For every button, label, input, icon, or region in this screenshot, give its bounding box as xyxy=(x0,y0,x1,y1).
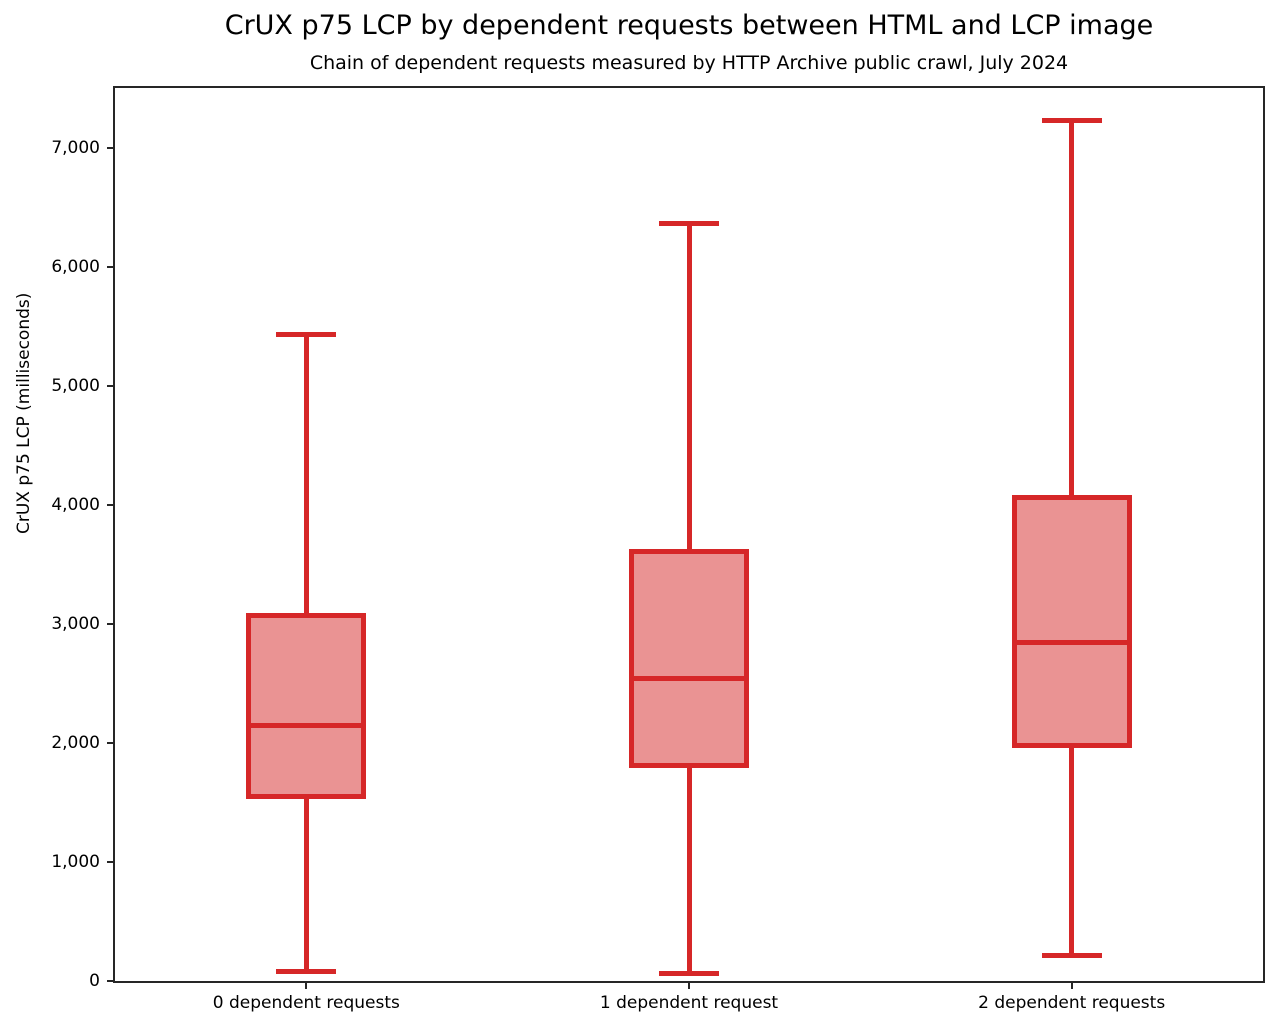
y-tick-label: 1,000 xyxy=(51,851,100,872)
iqr-box xyxy=(629,548,749,768)
lower-whisker-line xyxy=(686,767,692,974)
lower-whisker-line xyxy=(1069,747,1075,956)
upper-whisker-cap xyxy=(1041,117,1102,123)
lower-whisker-line xyxy=(303,798,309,972)
y-tick-mark xyxy=(107,265,115,268)
y-tick-mark xyxy=(107,622,115,625)
y-tick-mark xyxy=(107,741,115,744)
y-tick-mark xyxy=(107,860,115,863)
y-tick-label: 3,000 xyxy=(51,613,100,634)
upper-whisker-line xyxy=(1069,120,1075,496)
upper-whisker-cap xyxy=(276,331,337,337)
iqr-box xyxy=(1011,495,1132,748)
iqr-box xyxy=(246,613,367,799)
y-tick-mark xyxy=(107,980,115,982)
upper-whisker-line xyxy=(303,334,309,614)
y-tick-mark xyxy=(107,384,115,387)
chart-subtitle: Chain of dependent requests measured by … xyxy=(309,52,1069,74)
y-tick-label: 5,000 xyxy=(51,375,100,396)
lower-whisker-cap xyxy=(276,968,337,974)
upper-whisker-line xyxy=(686,223,692,549)
chart-title: CrUX p75 LCP by dependent requests betwe… xyxy=(224,10,1154,41)
x-tick-mark xyxy=(305,981,308,989)
x-tick-mark xyxy=(1070,981,1073,989)
median-line xyxy=(246,722,367,728)
y-tick-mark xyxy=(107,503,115,506)
upper-whisker-cap xyxy=(659,221,719,227)
median-line xyxy=(629,676,749,682)
y-tick-label: 4,000 xyxy=(51,494,100,515)
y-tick-label: 7,000 xyxy=(51,137,100,158)
x-tick-label: 2 dependent requests xyxy=(978,993,1166,1013)
lower-whisker-cap xyxy=(659,971,719,977)
y-tick-mark xyxy=(107,146,115,149)
y-tick-label: 2,000 xyxy=(51,732,100,753)
lower-whisker-cap xyxy=(1041,953,1102,959)
plot-area: 0 1,000 2,000 3,000 4,000 5,000 6,000 7,000 0 de… xyxy=(51,86,1265,1013)
y-axis-label: CrUX p75 LCP (milliseconds) xyxy=(14,292,34,534)
x-tick-mark xyxy=(688,981,690,989)
y-tick-label: 0 xyxy=(89,971,100,991)
x-tick-label: 1 dependent request xyxy=(599,993,779,1013)
x-tick-label: 0 dependent requests xyxy=(212,993,400,1013)
y-tick-label: 6,000 xyxy=(51,256,100,277)
median-line xyxy=(1011,640,1132,646)
